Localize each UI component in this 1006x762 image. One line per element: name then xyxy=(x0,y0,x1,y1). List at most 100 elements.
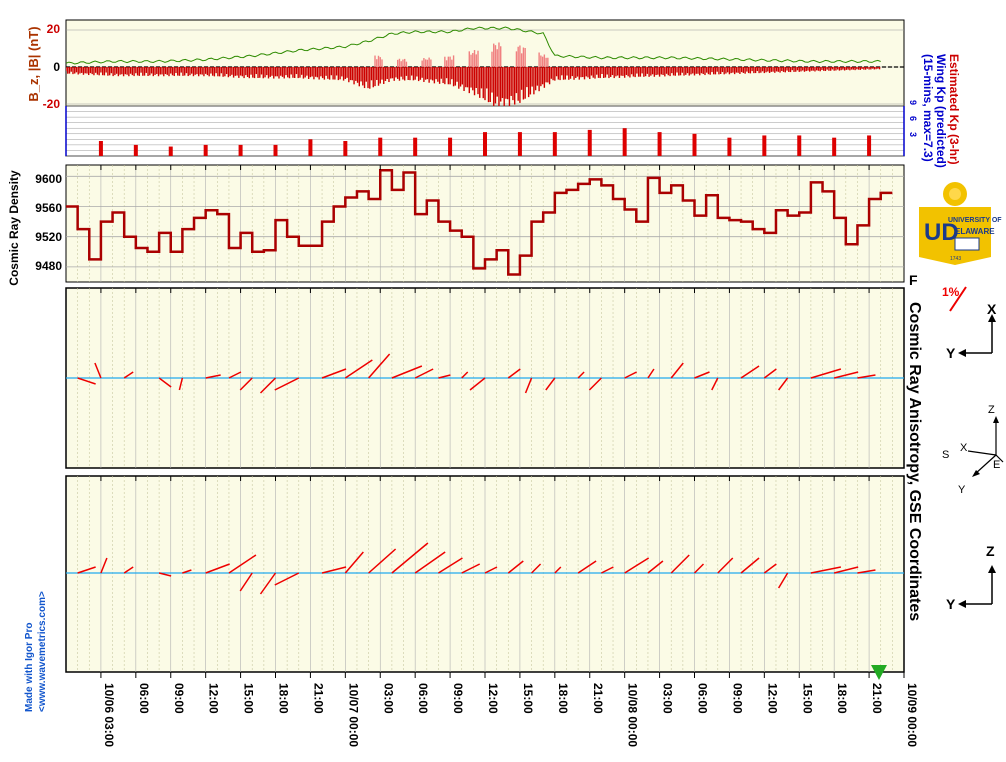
x-tick-label: 10/08 00:00 xyxy=(626,683,640,747)
xy-vector xyxy=(670,362,684,379)
kp-bar xyxy=(378,137,383,156)
credit-line-1: Made with Igor Pro xyxy=(24,623,35,712)
x-tick-label: 12:00 xyxy=(486,683,500,714)
density-ytick-9560: 9560 xyxy=(35,201,62,215)
yz-vector xyxy=(601,566,614,574)
svg-text:S: S xyxy=(942,449,949,461)
kp-bar xyxy=(273,144,278,156)
x-tick-label: 15:00 xyxy=(800,683,814,714)
kp-bar xyxy=(692,133,697,156)
x-tick-label: 03:00 xyxy=(661,683,675,714)
density-ylabel: Cosmic Ray Density xyxy=(7,170,21,286)
kp-bar xyxy=(517,132,522,156)
xy-vector xyxy=(123,371,134,379)
xy-vector xyxy=(77,377,96,385)
x-tick-label: 12:00 xyxy=(207,683,221,714)
kp-bar xyxy=(587,129,592,156)
x-tick-label: 18:00 xyxy=(277,683,291,714)
yz-vector xyxy=(577,560,597,574)
kp-bar xyxy=(448,137,453,156)
yz-vector xyxy=(507,560,524,574)
xy-vector xyxy=(507,368,521,379)
kp-bar xyxy=(867,135,872,156)
axes-xy-glyph: X Y xyxy=(946,301,997,361)
yz-vector xyxy=(414,551,446,574)
xy-vector xyxy=(647,368,655,379)
kp-bar xyxy=(308,139,313,156)
yz-vector xyxy=(205,563,230,574)
kp-bar xyxy=(797,135,802,156)
svg-text:X: X xyxy=(987,301,997,317)
panel-letter: F xyxy=(909,272,918,288)
xy-vector xyxy=(391,365,423,379)
kp-bar xyxy=(343,141,348,156)
kp-bar xyxy=(98,141,103,156)
yz-vector xyxy=(259,572,277,595)
yz-vector xyxy=(158,572,172,577)
xy-vector xyxy=(694,371,710,379)
yz-vector xyxy=(100,557,108,574)
yz-vector xyxy=(461,563,481,574)
yz-vector xyxy=(274,572,300,586)
kp-bar xyxy=(622,128,627,156)
yz-vector xyxy=(833,566,859,574)
xy-vector xyxy=(438,374,451,379)
density-series xyxy=(66,169,893,276)
kp-bar xyxy=(552,132,557,156)
x-tick-label: 21:00 xyxy=(870,683,884,714)
scale-bar xyxy=(949,286,967,312)
yz-vector xyxy=(239,572,253,592)
yz-vector xyxy=(182,569,192,574)
svg-text:Y: Y xyxy=(946,345,956,361)
xy-vector xyxy=(524,377,533,394)
x-tick-label: 10/07 00:00 xyxy=(346,683,360,747)
yz-vector xyxy=(624,557,650,574)
xy-vector xyxy=(810,368,842,379)
kp-bars xyxy=(98,128,872,156)
kp-bar xyxy=(483,132,487,156)
kp-bar xyxy=(657,132,662,156)
x-axis-ticks: 10/06 03:00 06:00 09:00 12:00 15:00 18:00 21:0… xyxy=(100,165,919,747)
scale-label: 1% xyxy=(942,285,960,299)
yz-vector xyxy=(77,566,96,574)
x-tick-label: 06:00 xyxy=(696,683,710,714)
svg-text:Y: Y xyxy=(946,596,956,612)
yz-vector xyxy=(321,566,347,574)
mag-series xyxy=(66,26,881,106)
xy-vector xyxy=(368,353,391,379)
xy-vector xyxy=(461,371,469,379)
axes-3d-glyph: Z X S E Y xyxy=(942,404,1004,496)
xy-vector xyxy=(205,374,221,379)
x-tick-label: 18:00 xyxy=(556,683,570,714)
yz-vector xyxy=(670,554,690,574)
kp-bar xyxy=(133,144,138,156)
kp-label-wing: Wing Kp (predicted) xyxy=(934,54,948,168)
xy-vector xyxy=(588,377,602,391)
xy-vector xyxy=(414,368,434,379)
kp-bar xyxy=(832,137,837,156)
anisotropy-vectors xyxy=(66,353,904,595)
svg-text:X: X xyxy=(960,442,968,454)
kp-ytick-3: 3 xyxy=(908,132,918,137)
kp-label-estimated: Estimated Kp (3-hr) xyxy=(947,54,961,165)
axes-yz-glyph: Z Y xyxy=(946,543,996,612)
x-tick-label: 09:00 xyxy=(451,683,465,714)
kp-bar xyxy=(238,144,243,156)
x-tick-label: 18:00 xyxy=(835,683,849,714)
x-tick-label: 15:00 xyxy=(242,683,256,714)
density-ytick-9520: 9520 xyxy=(35,230,62,244)
yz-vector xyxy=(484,566,498,574)
xy-vector xyxy=(94,362,102,379)
xy-vector xyxy=(344,359,373,379)
svg-text:Y: Y xyxy=(958,484,966,496)
x-tick-label: 09:00 xyxy=(172,683,186,714)
xy-vector xyxy=(857,374,876,379)
credit-line-2: <www.wavemetrics.com> xyxy=(37,591,48,712)
yz-vector xyxy=(438,557,463,574)
xy-vector xyxy=(624,371,638,379)
xy-vector xyxy=(178,377,184,391)
x-tick-label: 06:00 xyxy=(137,683,151,714)
kp-bar xyxy=(413,137,418,156)
yz-vector xyxy=(647,560,664,574)
